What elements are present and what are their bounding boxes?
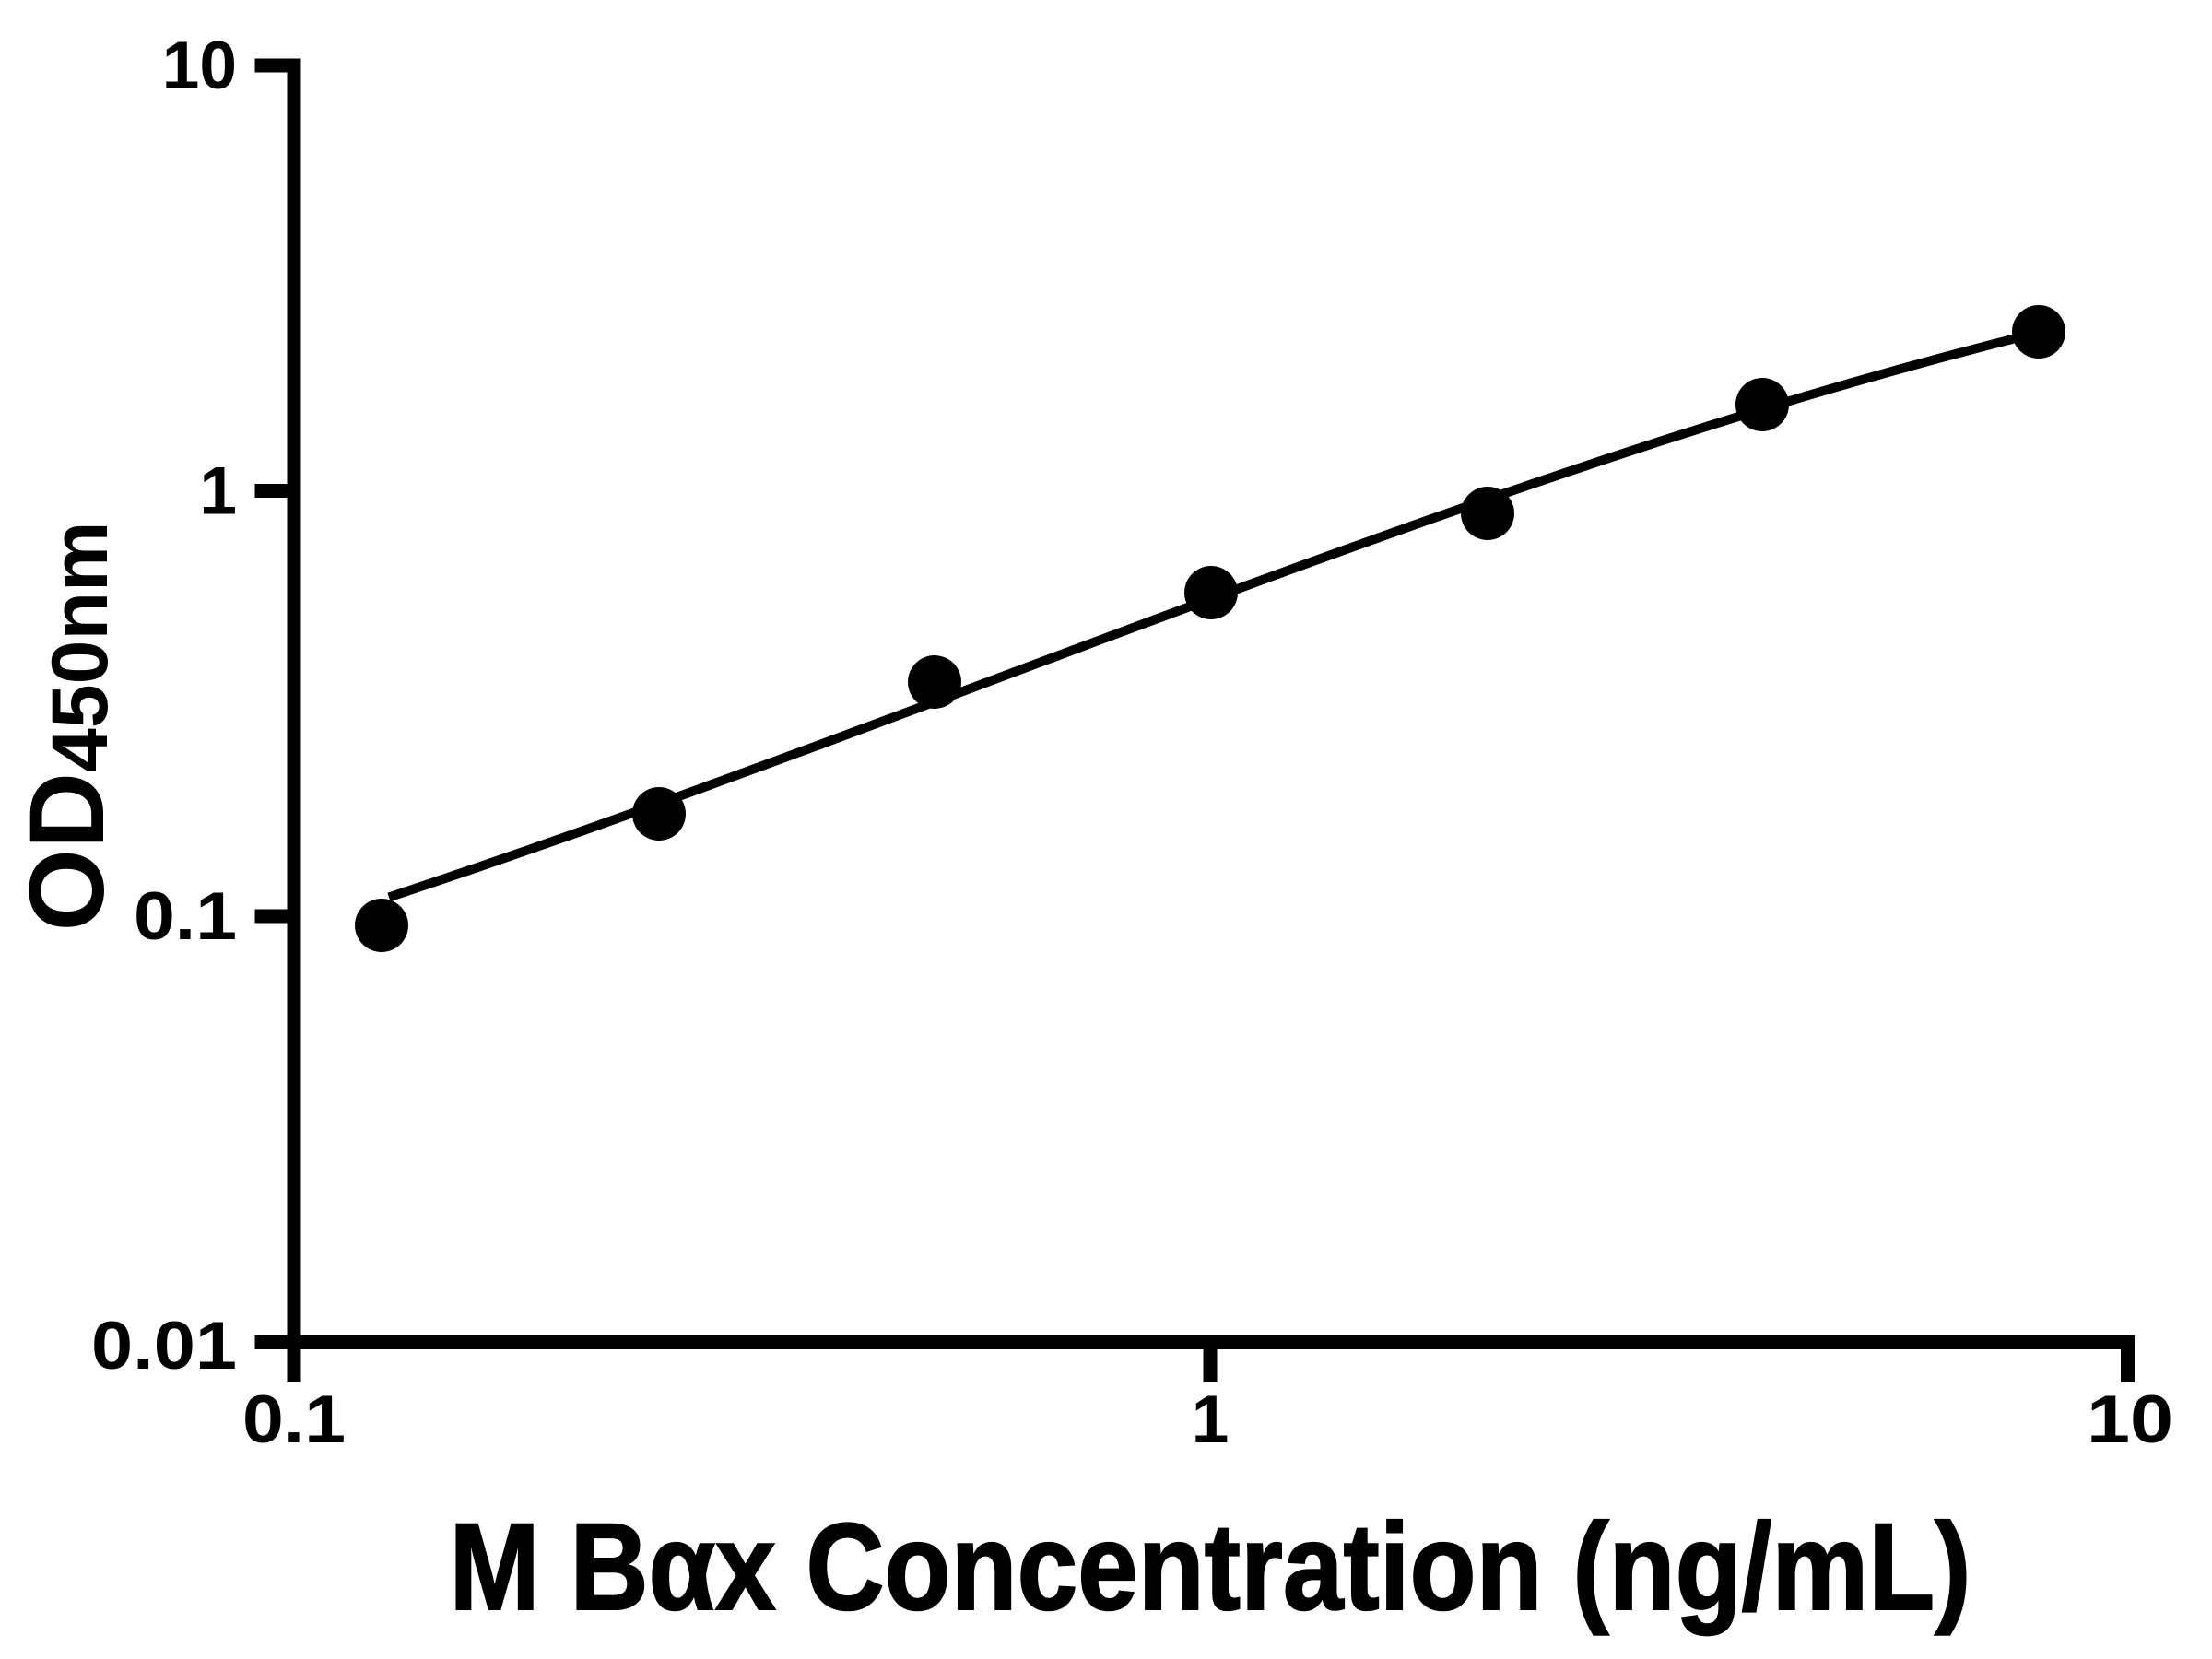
svg-text:10: 10 (2087, 1382, 2173, 1457)
svg-text:10: 10 (162, 29, 237, 103)
svg-text:1: 1 (199, 454, 237, 529)
svg-text:0.01: 0.01 (91, 1309, 237, 1383)
svg-text:0.1: 0.1 (242, 1382, 346, 1457)
svg-text:1: 1 (1192, 1382, 1230, 1457)
svg-text:0.1: 0.1 (134, 879, 237, 954)
svg-text:M Bαx Concentration (ng/mL): M Bαx Concentration (ng/mL) (450, 1499, 1971, 1636)
